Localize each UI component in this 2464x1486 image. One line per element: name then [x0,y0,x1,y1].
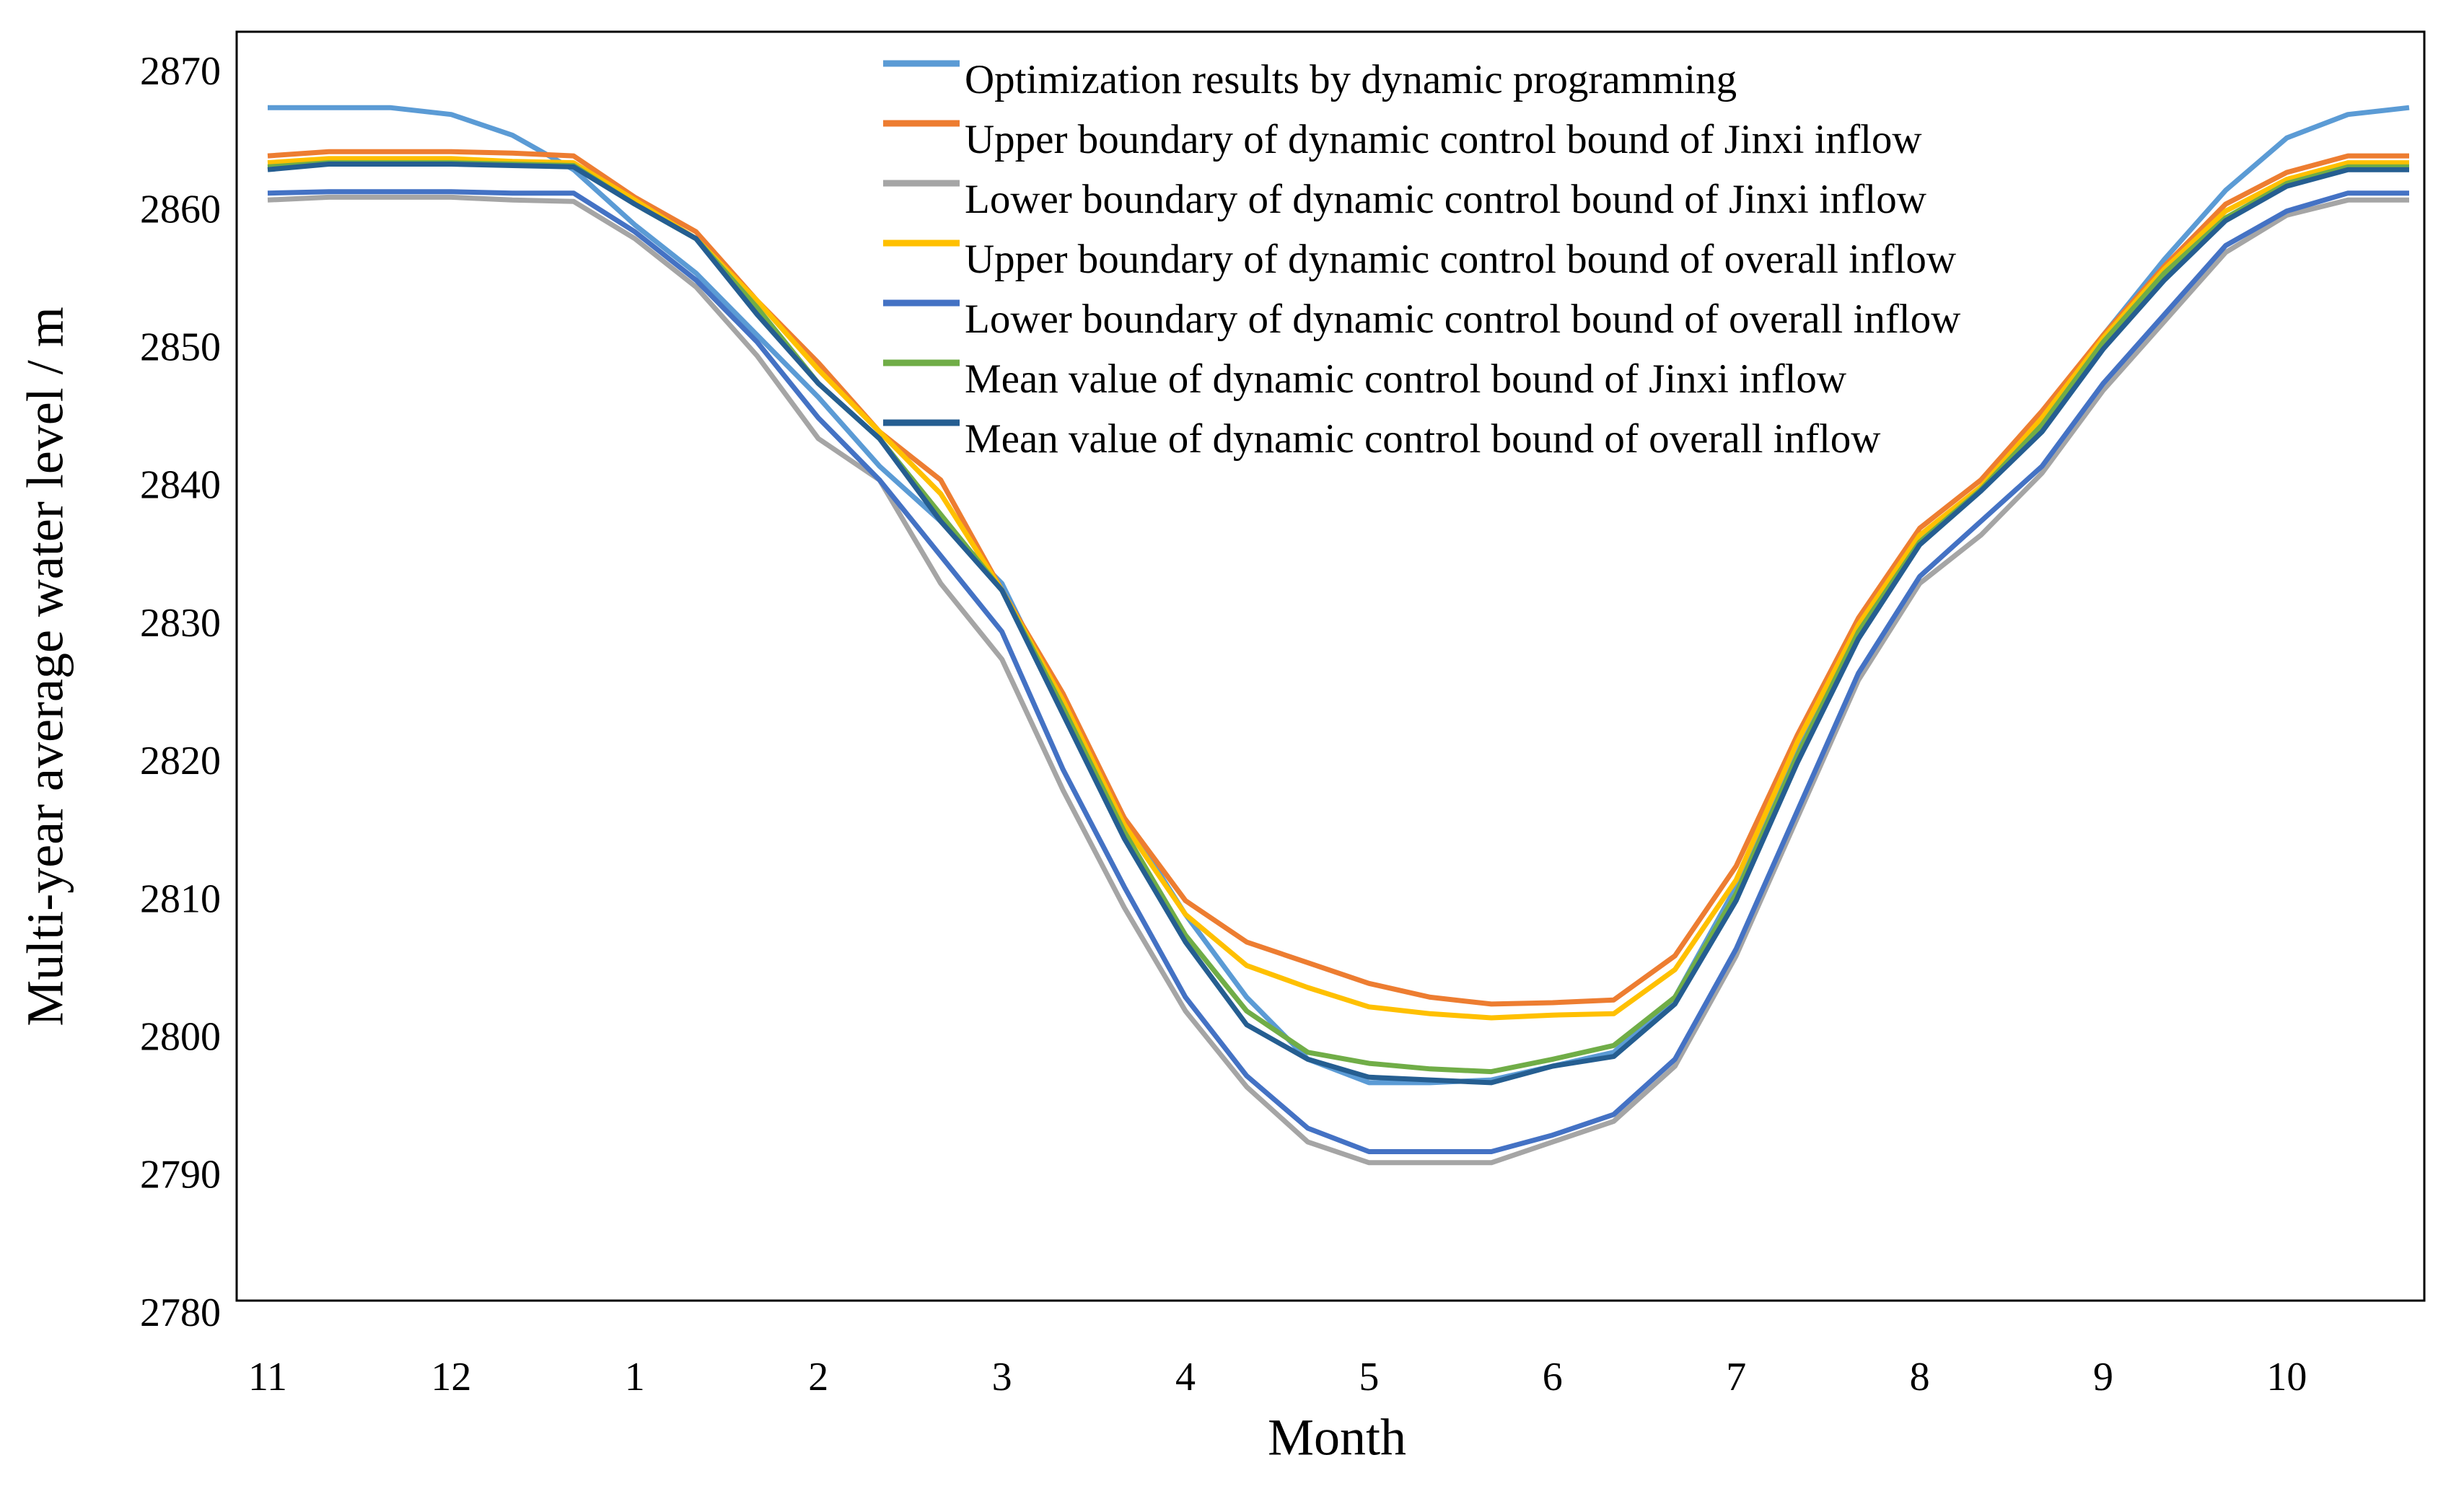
x-tick-label: 11 [248,1355,287,1399]
y-tick-label: 2860 [140,187,221,232]
y-axis-title: Multi-year average water level / m [17,307,74,1026]
legend-text: Upper boundary of dynamic control bound … [965,117,1922,162]
x-tick-label: 4 [1175,1355,1196,1399]
y-tick-label: 2830 [140,601,221,646]
x-tick-label: 5 [1359,1355,1379,1399]
y-tick-label: 2800 [140,1014,221,1059]
legend-text: Optimization results by dynamic programm… [965,57,1737,102]
plot-frame [235,30,2426,1302]
x-tick-label: 7 [1726,1355,1746,1399]
legend-text: Mean value of dynamic control bound of J… [965,356,1846,402]
x-tick-label: 12 [431,1355,471,1399]
series-line [267,156,2409,1021]
series-line [267,162,2409,1086]
series-line [267,149,2409,1007]
x-tick-label: 1 [625,1355,645,1399]
y-tick-label: 2840 [140,463,221,508]
y-tick-label: 2780 [140,1291,221,1335]
y-tick-label: 2850 [140,325,221,369]
x-tick-label: 8 [1910,1355,1930,1399]
x-tick-label: 3 [992,1355,1012,1399]
x-tick-label: 6 [1543,1355,1563,1399]
legend-text: Upper boundary of dynamic control bound … [965,237,1956,282]
x-tick-label: 10 [2266,1355,2307,1399]
legend-text: Mean value of dynamic control bound of o… [965,416,1880,462]
legend-text: Lower boundary of dynamic control bound … [965,296,1960,342]
x-axis-title: Month [1268,1409,1406,1467]
y-tick-label: 2810 [140,876,221,921]
series-line [267,194,2409,1166]
series-line [267,189,2409,1154]
y-tick-label: 2790 [140,1153,221,1197]
y-tick-label: 2870 [140,49,221,94]
y-tick-label: 2820 [140,739,221,783]
legend-text: Lower boundary of dynamic control bound … [965,177,1926,222]
x-tick-label: 9 [2093,1355,2113,1399]
x-tick-label: 2 [808,1355,828,1399]
